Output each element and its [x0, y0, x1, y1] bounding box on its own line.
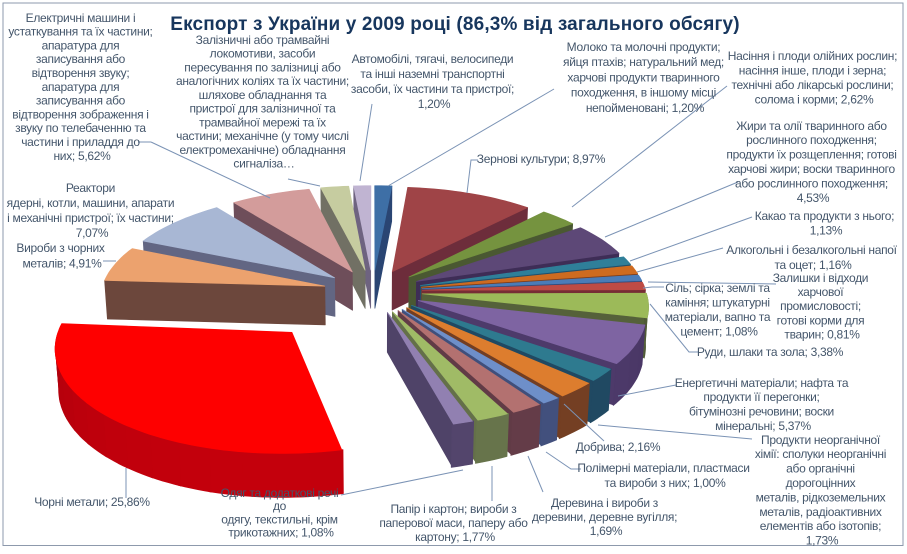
- svg-text:Енергетичні матеріали; нафта т: Енергетичні матеріали; нафта та продукти…: [675, 376, 852, 433]
- svg-text:Руди, шлаки та зола; 3,38%: Руди, шлаки та зола; 3,38%: [697, 345, 844, 359]
- svg-text:Полімерні матеріали, пластмаси: Полімерні матеріали, пластмаси та вироби…: [577, 461, 752, 490]
- svg-text:Продукти неорганічної хімії: с: Продукти неорганічної хімії: сполуки нео…: [755, 433, 889, 548]
- svg-text:Деревина і вироби з деревини,: Деревина і вироби з деревини, деревне ву…: [532, 496, 680, 538]
- svg-text:Автомобілі, тягачі, велосипеди: Автомобілі, тягачі, велосипеди та інші н…: [351, 52, 517, 111]
- svg-text:Одяг та додаткові речі до одяг: Одяг та додаткові речі до одягу, текстил…: [221, 486, 342, 540]
- svg-text:Молоко та молочні продукти; яй: Молоко та молочні продукти; яйця птахів;…: [563, 40, 727, 115]
- svg-text:Папір і картон; вироби з папер: Папір і картон; вироби з паперової маси,…: [379, 502, 530, 544]
- svg-text:Залізничні або трамвайні локом: Залізничні або трамвайні локомотиви, зас…: [176, 33, 352, 171]
- svg-text:Чорні метали; 25,86%: Чорні метали; 25,86%: [34, 495, 150, 509]
- svg-text:Сіль; сірка; землі та каміння;: Сіль; сірка; землі та каміння; штукатурн…: [665, 281, 774, 339]
- svg-text:Експорт з України у 2009 році: Експорт з України у 2009 році (86,3% від…: [170, 14, 739, 35]
- svg-text:Зернові культури; 8,97%: Зернові культури; 8,97%: [477, 152, 606, 166]
- svg-text:Залишки і відходи харчової про: Залишки і відходи харчової промисловості…: [773, 271, 872, 342]
- svg-text:Насіння і плоди олійних рослин: Насіння і плоди олійних рослин; насіння …: [728, 49, 900, 107]
- svg-text:Жири та олії тваринного або ро: Жири та олії тваринного або рослинного п…: [726, 119, 899, 205]
- svg-text:Реактори ядерні, котли, машини: Реактори ядерні, котли, машини, апарати …: [7, 181, 178, 240]
- svg-text:Алкогольні і безалкогольні нап: Алкогольні і безалкогольні напої та оцет…: [726, 243, 900, 272]
- svg-text:Добрива; 2,16%: Добрива; 2,16%: [576, 440, 661, 454]
- svg-text:Какао та продукти з нього; 1,1: Какао та продукти з нього; 1,13%: [755, 209, 898, 238]
- svg-text:Електричні машини і устаткуван: Електричні машини і устаткування та їх ч…: [8, 11, 155, 163]
- svg-text:Вироби з чорних металів; 4,91%: Вироби з чорних металів; 4,91%: [16, 241, 107, 270]
